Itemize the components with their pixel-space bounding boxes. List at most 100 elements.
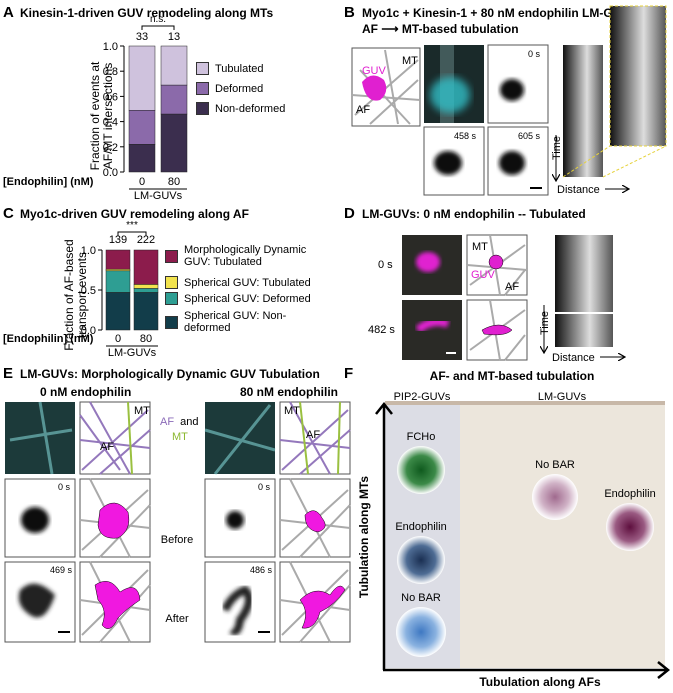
- legend-swatch: [165, 315, 178, 329]
- panel-title: AF- and MT-based tubulation: [430, 369, 595, 383]
- row-label: Before: [161, 534, 193, 546]
- significance: ***: [126, 220, 138, 231]
- label: No BAR: [535, 459, 575, 471]
- x-tick-label: 0: [139, 176, 145, 188]
- x-axis-label: [Endophilin] (nM): [3, 333, 94, 345]
- micrograph-part: [430, 77, 470, 113]
- schematic-part: [279, 401, 351, 475]
- micrograph-part: [415, 318, 450, 334]
- y-tick-label: 1.0: [81, 245, 96, 257]
- legend-label: Spherical GUV: Non-deformed: [184, 310, 287, 334]
- legend-item: Spherical GUV: Tubulated: [165, 276, 315, 289]
- panel-title: AF ⟶ MT-based tubulation: [362, 22, 519, 36]
- legend-swatch: [165, 292, 178, 305]
- legend-item: Spherical GUV: Deformed: [165, 292, 315, 305]
- circle-part: [532, 474, 578, 520]
- timestamp: 0 s: [528, 49, 541, 59]
- key: AF and: [160, 416, 198, 428]
- axis: [383, 661, 671, 679]
- schematic-part: [488, 254, 504, 270]
- legend-label: Morphologically Dynamic GUV: Tubulated: [184, 244, 307, 268]
- legend-swatch: [196, 62, 209, 75]
- schematic: [79, 401, 351, 643]
- micrograph: [423, 5, 667, 196]
- legend-label: Tubulated: [215, 62, 264, 75]
- bar-segment: [133, 292, 159, 331]
- y-axis-label: Fraction of AF-based transport events: [62, 239, 89, 351]
- legend-item: Spherical GUV: Non-deformed: [165, 310, 315, 334]
- panel-letter: C: [3, 205, 14, 222]
- timestamp: 482 s: [368, 324, 395, 336]
- label: MT: [402, 55, 418, 67]
- label: FCHo: [407, 431, 436, 443]
- axis-label: Distance: [552, 352, 595, 364]
- timestamp: 605 s: [518, 131, 541, 141]
- bar-segment: [128, 45, 156, 111]
- count-label: 222: [137, 234, 155, 246]
- label: MT: [284, 405, 300, 417]
- schematic-part: [304, 510, 326, 533]
- axis-label: Distance: [557, 184, 600, 196]
- label: No BAR: [401, 592, 441, 604]
- micrograph-part: [204, 404, 276, 475]
- legend-swatch: [196, 82, 209, 95]
- circle-part: [606, 503, 654, 551]
- legend-label: Spherical GUV: Tubulated: [184, 276, 311, 289]
- schematic-part: [94, 581, 141, 629]
- key-mt: MT: [172, 431, 188, 443]
- y-axis-label: Fraction of events at AF/MT intersection…: [88, 61, 115, 171]
- condition: 0 nM endophilin: [40, 385, 131, 399]
- micrograph-part: [499, 151, 525, 175]
- label: Endophilin: [604, 488, 655, 500]
- micrograph-part: [416, 252, 440, 272]
- timestamp: 486 s: [250, 565, 273, 575]
- micrograph-part: [563, 45, 603, 177]
- y-tick-label: 0.0: [103, 167, 118, 179]
- micrograph: [4, 401, 276, 643]
- panel-letter: F: [344, 365, 353, 382]
- bar-segment: [133, 284, 159, 289]
- schematic-part: [299, 401, 341, 475]
- schematic-part: [362, 75, 387, 101]
- panel-title: LM-GUVs: Morphologically Dynamic GUV Tub…: [20, 367, 320, 381]
- label: AF: [505, 281, 519, 293]
- micrograph-part: [423, 126, 485, 196]
- legend-swatch: [196, 102, 209, 115]
- micrograph-part: [221, 585, 253, 636]
- schematic: [351, 47, 421, 127]
- circle-part: [397, 446, 445, 494]
- bar-segment: [160, 84, 188, 115]
- group-label: LM-GUVs: [538, 391, 587, 403]
- bar-segment: [105, 270, 131, 293]
- panel-letter: E: [3, 365, 13, 382]
- timestamp: 0 s: [58, 482, 71, 492]
- circle: [396, 446, 654, 657]
- timestamp: 469 s: [50, 565, 73, 575]
- circle-part: [396, 607, 446, 657]
- y-tick-label: 0.0: [81, 325, 96, 337]
- label: Endophilin: [395, 521, 446, 533]
- micrograph: [402, 235, 613, 360]
- schematic-part: [97, 502, 130, 539]
- label: MT: [134, 405, 150, 417]
- bar-segment: [105, 249, 131, 270]
- legend-item: Non-deformed: [196, 102, 306, 115]
- panel-title: Kinesin-1-driven GUV remodeling along MT…: [20, 6, 273, 20]
- schematic-part: [351, 49, 421, 125]
- micrograph-part: [555, 235, 613, 347]
- panel-title: LM-GUVs: 0 nM endophilin -- Tubulated: [362, 207, 586, 221]
- axis: [375, 401, 393, 670]
- axis-label: Time: [551, 136, 563, 160]
- panel-title: Myo1c + Kinesin-1 + 80 nM endophilin LM-…: [362, 6, 629, 20]
- axis-label: Tubulation along MTs: [357, 476, 371, 599]
- legend-swatch: [165, 249, 178, 263]
- timestamp: 458 s: [454, 131, 477, 141]
- significance-bracket: [141, 25, 175, 30]
- legend-label: Non-deformed: [215, 102, 286, 115]
- label: GUV: [471, 269, 496, 281]
- micrograph-part: [402, 300, 462, 360]
- circle-part: [397, 536, 445, 584]
- bar-segment: [128, 144, 156, 173]
- label: AF: [356, 104, 370, 116]
